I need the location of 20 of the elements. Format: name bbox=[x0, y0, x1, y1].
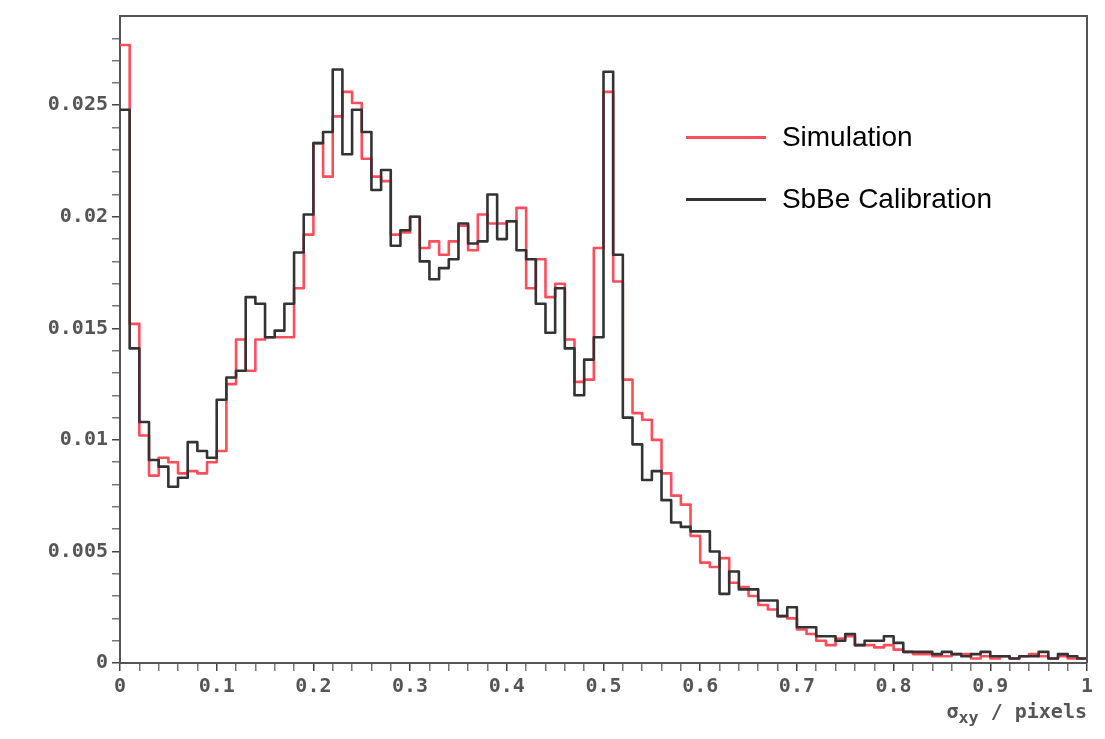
x-tick-label: 0.8 bbox=[875, 673, 912, 698]
x-tick-label: 0.3 bbox=[392, 673, 429, 698]
x-tick-label: 0.4 bbox=[488, 673, 525, 698]
y-tick-label: 0.015 bbox=[47, 314, 108, 339]
legend-label: SbBe Calibration bbox=[781, 183, 992, 215]
x-tick-label: 0.9 bbox=[972, 673, 1009, 698]
y-tick-label: 0.025 bbox=[47, 91, 108, 116]
x-tick-label: 0.6 bbox=[682, 673, 719, 698]
x-tick-label: 0.1 bbox=[198, 673, 235, 698]
x-tick-label: 1 bbox=[1080, 673, 1094, 698]
x-tick-label: 0.2 bbox=[295, 673, 332, 698]
x-tick-label: 0.5 bbox=[585, 673, 622, 698]
y-tick-label: 0 bbox=[95, 649, 108, 674]
x-axis-title: σ$_{xy}$ / pixels bbox=[946, 699, 1087, 727]
y-tick-label: 0.01 bbox=[59, 426, 108, 451]
x-tick-label: 0.7 bbox=[778, 673, 815, 698]
legend-label: Simulation bbox=[781, 121, 913, 153]
y-tick-label: 0.005 bbox=[47, 537, 108, 562]
y-tick-label: 0.02 bbox=[59, 203, 108, 227]
x-tick-label: 0 bbox=[113, 673, 127, 698]
